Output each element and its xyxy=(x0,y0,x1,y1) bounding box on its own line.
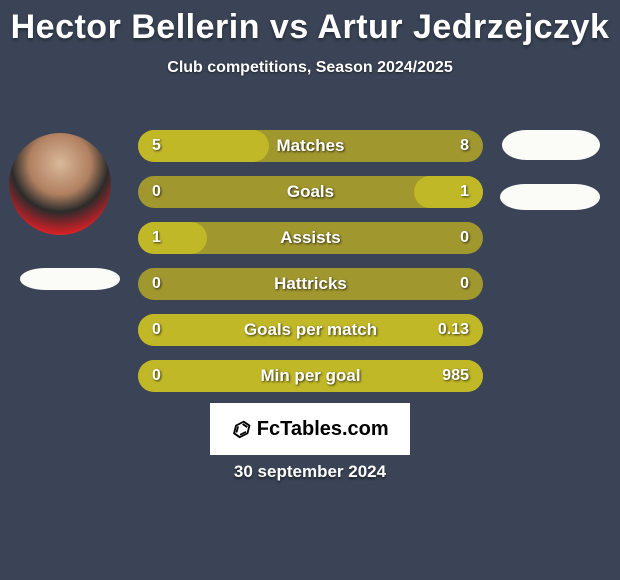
watermark-icon: ⌬ xyxy=(231,417,248,442)
stat-label: Goals per match xyxy=(138,314,483,346)
stat-row: 00Hattricks xyxy=(138,268,483,300)
date-label: 30 september 2024 xyxy=(0,462,620,482)
player-right-name-pill xyxy=(500,184,600,210)
stat-label: Min per goal xyxy=(138,360,483,392)
watermark-brand: FcTables.com xyxy=(257,418,389,441)
watermark: ⌬ FcTables.com xyxy=(210,403,410,455)
player-left-avatar xyxy=(9,133,111,235)
stat-row: 58Matches xyxy=(138,130,483,162)
stat-row: 01Goals xyxy=(138,176,483,208)
player-left-name-pill xyxy=(20,268,120,290)
stat-bars: 58Matches 01Goals 10Assists 00Hattricks 00.1… xyxy=(138,130,483,406)
comparison-card: Hector Bellerin vs Artur Jedrzejczyk Clu… xyxy=(0,8,620,580)
stat-label: Assists xyxy=(138,222,483,254)
subtitle: Club competitions, Season 2024/2025 xyxy=(0,59,620,77)
player-right-avatar-pill xyxy=(502,130,600,160)
page-title: Hector Bellerin vs Artur Jedrzejczyk xyxy=(0,8,620,47)
stat-row: 00.13Goals per match xyxy=(138,314,483,346)
stat-row: 10Assists xyxy=(138,222,483,254)
stat-label: Matches xyxy=(138,130,483,162)
stat-row: 0985Min per goal xyxy=(138,360,483,392)
stat-label: Hattricks xyxy=(138,268,483,300)
stat-label: Goals xyxy=(138,176,483,208)
